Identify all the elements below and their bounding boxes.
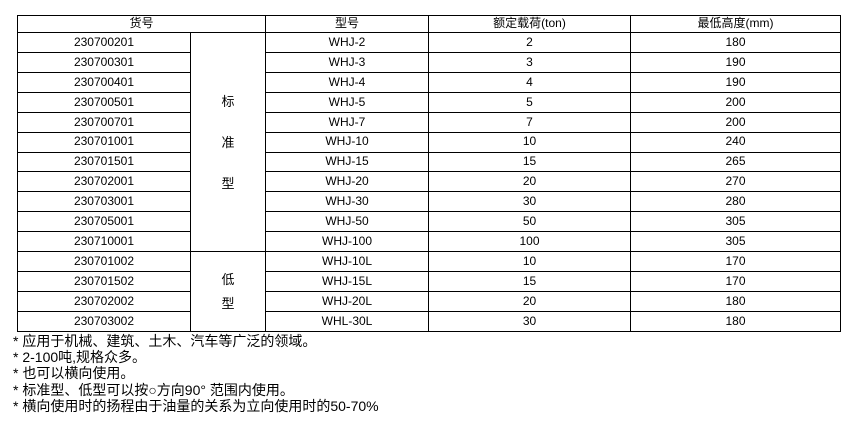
table-row: 230710001 WHJ-100 100 305	[17, 231, 842, 253]
cell-model: WHJ-10L	[265, 251, 430, 273]
cell-model: WHJ-20	[265, 171, 430, 193]
cell-load: 50	[428, 211, 632, 233]
cell-model: WHJ-4	[265, 71, 430, 93]
cell-item-no: 230700401	[17, 71, 191, 93]
cell-model: WHJ-5	[265, 91, 430, 113]
type-char: 标	[221, 93, 235, 109]
cell-item-no: 230710001	[17, 231, 191, 253]
table-row: 230701002 低型 WHJ-10L 10 170	[17, 251, 842, 332]
cell-load: 30	[428, 310, 632, 333]
table-row: 230705001 WHJ-50 50 305	[17, 211, 842, 233]
cell-item-no: 230701001	[17, 131, 191, 153]
table-row: 230700201 标准型 WHJ-2 2 180	[17, 31, 842, 253]
cell-model: WHJ-15	[265, 151, 430, 173]
cell-item-no: 230705001	[17, 211, 191, 233]
footnote: * 横向使用时的扬程由于油量的关系为立向使用时的50-70%	[13, 397, 379, 414]
table-row: 230701001 WHJ-10 10 240	[17, 131, 842, 153]
cell-min-height: 270	[630, 171, 842, 193]
header-model: 型号	[265, 15, 430, 33]
footnote: * 也可以横向使用。	[13, 365, 135, 382]
type-char: 型	[221, 175, 235, 191]
cell-load: 30	[428, 191, 632, 213]
cell-model: WHJ-15L	[265, 271, 430, 292]
cell-item-no: 230700201	[17, 32, 191, 53]
cell-type-group: 低型	[189, 251, 267, 332]
cell-load: 100	[428, 231, 632, 253]
cell-min-height: 180	[630, 290, 842, 312]
cell-item-no: 230701002	[17, 251, 191, 273]
table-row: 230703001 WHJ-30 30 280	[17, 191, 842, 213]
cell-load: 20	[428, 290, 632, 312]
cell-model: WHJ-30	[265, 191, 430, 213]
cell-min-height: 280	[630, 191, 842, 213]
cell-item-no: 230703002	[17, 310, 191, 333]
cell-min-height: 240	[630, 131, 842, 153]
cell-min-height: 190	[630, 71, 842, 93]
header-row: 货号 型号 额定载荷(ton) 最低高度(mm)	[16, 15, 842, 33]
cell-min-height: 170	[630, 251, 842, 273]
cell-item-no: 230700701	[17, 111, 191, 133]
spec-table-body: 货号 型号 额定载荷(ton) 最低高度(mm) 230700201 标准型 WHJ…	[16, 15, 842, 333]
cell-model: WHJ-10	[265, 131, 430, 153]
type-char: 准	[221, 134, 235, 150]
spec-table: 货号 型号 额定载荷(ton) 最低高度(mm) 230700201 标准型 WHJ…	[16, 15, 842, 333]
cell-min-height: 265	[630, 151, 842, 173]
cell-min-height: 190	[630, 51, 842, 73]
cell-model: WHJ-100	[265, 231, 430, 253]
cell-min-height: 170	[630, 271, 842, 292]
header-load: 额定载荷(ton)	[428, 15, 632, 33]
table-row: 230700301 WHJ-3 3 190	[17, 51, 842, 73]
cell-item-no: 230703001	[17, 191, 191, 213]
cell-load: 15	[428, 271, 632, 292]
cell-min-height: 200	[630, 111, 842, 133]
cell-min-height: 305	[630, 231, 842, 253]
cell-load: 2	[428, 32, 632, 53]
table-row: 230700701 WHJ-7 7 200	[17, 111, 842, 133]
cell-model: WHJ-50	[265, 211, 430, 233]
cell-min-height: 305	[630, 211, 842, 233]
cell-item-no: 230702002	[17, 290, 191, 312]
footnotes: * 应用于机械、建筑、土木、汽车等广泛的领域。 * 2-100吨,规格众多。 *…	[13, 333, 379, 414]
cell-model: WHL-30L	[265, 310, 430, 333]
footnote: * 2-100吨,规格众多。	[13, 349, 147, 366]
cell-load: 3	[428, 51, 632, 73]
cell-item-no: 230701502	[17, 271, 191, 292]
table-row: 230700501 WHJ-5 5 200	[17, 91, 842, 113]
cell-min-height: 180	[630, 32, 842, 53]
table-row: 230703002 WHL-30L 30 180	[17, 310, 842, 333]
cell-load: 10	[428, 131, 632, 153]
cell-load: 4	[428, 71, 632, 93]
table-row: 230700401 WHJ-4 4 190	[17, 71, 842, 93]
table-row: 230701502 WHJ-15L 15 170	[17, 271, 842, 292]
cell-model: WHJ-20L	[265, 290, 430, 312]
cell-load: 20	[428, 171, 632, 193]
type-char: 型	[221, 295, 235, 311]
cell-item-no: 230700301	[17, 51, 191, 73]
cell-item-no: 230701501	[17, 151, 191, 173]
table-row: 230702001 WHJ-20 20 270	[17, 171, 842, 193]
cell-model: WHJ-3	[265, 51, 430, 73]
table-row: 230701501 WHJ-15 15 265	[17, 151, 842, 173]
table-row: 230702002 WHJ-20L 20 180	[17, 290, 842, 312]
type-char: 低	[221, 271, 235, 287]
cell-load: 15	[428, 151, 632, 173]
cell-min-height: 200	[630, 91, 842, 113]
cell-item-no: 230702001	[17, 171, 191, 193]
cell-load: 7	[428, 111, 632, 133]
footnote: * 应用于机械、建筑、土木、汽车等广泛的领域。	[13, 333, 317, 349]
cell-load: 5	[428, 91, 632, 113]
header-item-no: 货号	[16, 15, 267, 33]
cell-model: WHJ-7	[265, 111, 430, 133]
cell-model: WHJ-2	[265, 32, 430, 53]
cell-min-height: 180	[630, 310, 842, 333]
cell-load: 10	[428, 251, 632, 273]
cell-item-no: 230700501	[17, 91, 191, 113]
cell-type-group: 标准型	[189, 31, 267, 253]
header-min-height: 最低高度(mm)	[630, 15, 842, 33]
footnote: * 标准型、低型可以按○方向90° 范围内使用。	[13, 381, 294, 398]
